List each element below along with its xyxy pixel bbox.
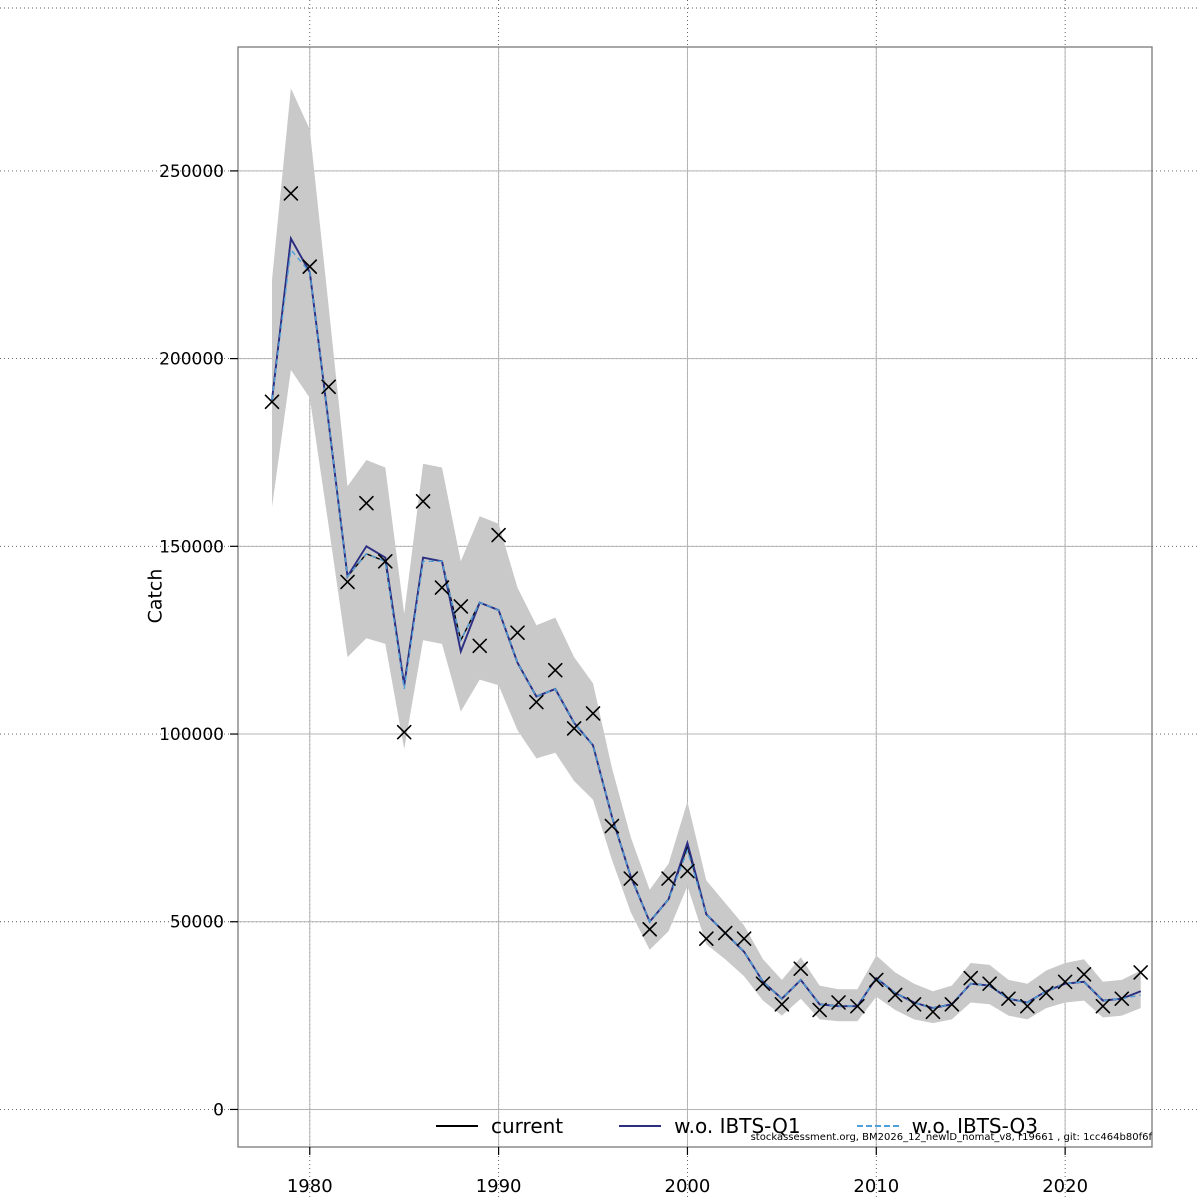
x-tick-label: 2010 [853, 1176, 899, 1197]
axis-ticks [230, 170, 1066, 1155]
legend-sample-2 [856, 1125, 899, 1127]
legend-sample-1 [619, 1125, 662, 1127]
y-axis-title: Catch [144, 568, 167, 624]
confidence-band [272, 88, 1141, 1024]
y-tick-label: 100000 [159, 725, 224, 745]
legend-label-wo-ibts-q3: w.o. IBTS-Q3 [911, 1114, 1039, 1138]
chart-legend: current w.o. IBTS-Q1 w.o. IBTS-Q3 [436, 1114, 1038, 1138]
x-tick-label: 1990 [476, 1176, 522, 1197]
legend-item-current: current [436, 1114, 563, 1138]
y-tick-label: 200000 [159, 350, 224, 370]
footnote: stockassessment.org, BM2026_12_newID_nom… [750, 1132, 1152, 1143]
legend-label-wo-ibts-q1: w.o. IBTS-Q1 [674, 1114, 801, 1138]
legend-sample-0 [436, 1125, 478, 1127]
x-tick-label: 2000 [665, 1176, 711, 1197]
x-axis-tick-labels: 1980 1990 2000 2010 2020 [287, 1176, 1088, 1197]
x-tick-label: 2020 [1042, 1176, 1088, 1197]
observed-markers [264, 186, 1148, 1020]
y-axis-tick-labels: 0 50000 100000 150000 200000 250000 [159, 162, 224, 1121]
legend-label-current: current [491, 1114, 564, 1138]
y-tick-label: 0 [213, 1100, 224, 1120]
legend-item-wo-ibts-q1: w.o. IBTS-Q1 [619, 1114, 801, 1138]
plot-border [237, 46, 1153, 1148]
y-tick-label: 50000 [170, 913, 224, 933]
y-tick-label: 150000 [159, 537, 224, 557]
legend-item-wo-ibts-q3: w.o. IBTS-Q3 [856, 1114, 1039, 1138]
x-tick-label: 1980 [287, 1176, 333, 1197]
y-tick-label: 250000 [159, 162, 224, 182]
